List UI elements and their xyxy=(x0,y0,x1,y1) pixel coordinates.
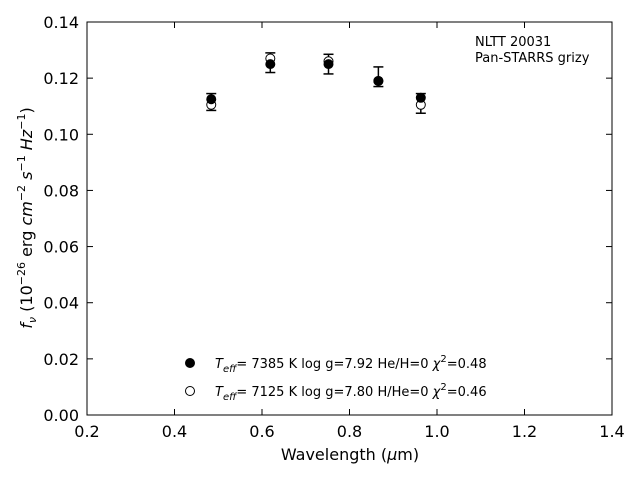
annotation-line-2: Pan-STARRS grizy xyxy=(475,51,590,66)
legend-entry-2: Teff= 7125 K log g=7.80 H/He=0 χ2=0.46 xyxy=(215,382,487,403)
y-tick-label: 0.10 xyxy=(43,125,79,144)
error-bars xyxy=(206,52,426,114)
x-tick-label: 1.2 xyxy=(512,422,537,441)
legend-entry-1: Teff= 7385 K log g=7.92 He/H=0 χ2=0.48 xyxy=(215,354,487,375)
x-tick-label: 1.0 xyxy=(424,422,449,441)
x-tick-label: 1.4 xyxy=(599,422,624,441)
axis-ticks: 0.2 0.4 0.6 0.8 1.0 1.2 1.4 0.00 0.02 0.04 0.06 0.0… xyxy=(43,13,624,441)
y-tick-label: 0.08 xyxy=(43,181,79,200)
legend-marker-open xyxy=(185,386,195,396)
filled-circle-point xyxy=(265,59,276,70)
y-tick-label: 0.02 xyxy=(43,350,79,369)
y-tick-label: 0.14 xyxy=(43,13,79,32)
data-points xyxy=(206,53,426,110)
y-tick-label: 0.04 xyxy=(43,294,79,313)
y-tick-label: 0.06 xyxy=(43,238,79,257)
x-tick-label: 0.2 xyxy=(74,422,99,441)
x-tick-label: 0.8 xyxy=(337,422,362,441)
annotation-line-1: NLTT 20031 xyxy=(475,35,551,50)
legend-marker-filled xyxy=(185,358,195,368)
filled-circle-point xyxy=(415,92,426,103)
x-tick-label: 0.4 xyxy=(162,422,187,441)
filled-circle-point xyxy=(206,94,217,105)
y-axis-label: fν (10−26 erg cm−2 s−1 Hz−1) xyxy=(15,107,39,328)
y-tick-label: 0.12 xyxy=(43,69,79,88)
x-tick-label: 0.6 xyxy=(249,422,274,441)
filled-circle-point xyxy=(323,59,334,70)
filled-circle-point xyxy=(373,75,384,86)
x-axis-label: Wavelength (μm) xyxy=(281,445,419,464)
y-tick-label: 0.00 xyxy=(43,406,79,425)
legend: Teff= 7385 K log g=7.92 He/H=0 χ2=0.48 T… xyxy=(185,354,487,403)
